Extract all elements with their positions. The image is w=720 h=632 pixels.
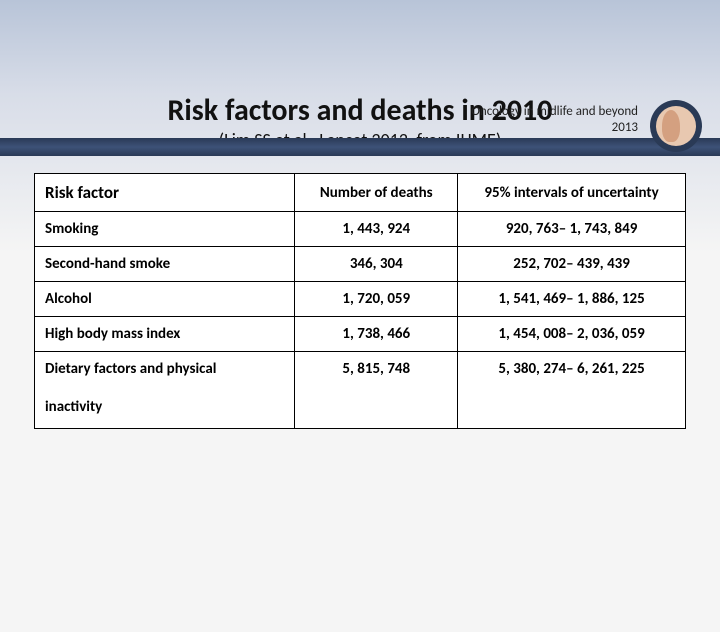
table-header-row: Risk factor Number of deaths 95% interva…: [35, 174, 686, 212]
col-ci: 95% intervals of uncertainty: [458, 174, 686, 212]
cell-rf: Dietary factors and physical: [35, 352, 295, 387]
cell-deaths: 346, 304: [295, 247, 458, 282]
cell-rf: Alcohol: [35, 282, 295, 317]
risk-table: Risk factor Number of deaths 95% interva…: [34, 173, 686, 429]
table-row: High body mass index 1, 738, 466 1, 454,…: [35, 317, 686, 352]
logo-icon: [650, 100, 702, 152]
cell-deaths: 1, 720, 059: [295, 282, 458, 317]
table-row-cont: inactivity: [35, 386, 686, 429]
cell-ci: 1, 541, 469– 1, 886, 125: [458, 282, 686, 317]
cell-deaths: 1, 738, 466: [295, 317, 458, 352]
risk-table-container: Risk factor Number of deaths 95% interva…: [34, 173, 686, 429]
col-risk-factor: Risk factor: [35, 174, 295, 212]
cell-rf: Smoking: [35, 212, 295, 247]
cell-ci: 920, 763– 1, 743, 849: [458, 212, 686, 247]
header-band: [0, 138, 720, 156]
cell-rf: Second-hand smoke: [35, 247, 295, 282]
cell-empty: [458, 386, 686, 429]
cell-empty: [295, 386, 458, 429]
table-row: Smoking 1, 443, 924 920, 763– 1, 743, 84…: [35, 212, 686, 247]
header-line1: Oncology in midlife and beyond: [471, 104, 638, 120]
cell-deaths: 1, 443, 924: [295, 212, 458, 247]
cell-ci: 252, 702– 439, 439: [458, 247, 686, 282]
col-deaths: Number of deaths: [295, 174, 458, 212]
table-row: Second-hand smoke 346, 304 252, 702– 439…: [35, 247, 686, 282]
header-line2: 2013: [471, 120, 638, 136]
cell-ci: 5, 380, 274– 6, 261, 225: [458, 352, 686, 387]
cell-deaths: 5, 815, 748: [295, 352, 458, 387]
cell-rf: High body mass index: [35, 317, 295, 352]
cell-rf-cont: inactivity: [35, 386, 295, 429]
cell-ci: 1, 454, 008– 2, 036, 059: [458, 317, 686, 352]
table-row: Alcohol 1, 720, 059 1, 541, 469– 1, 886,…: [35, 282, 686, 317]
header-text: Oncology in midlife and beyond 2013: [471, 104, 638, 135]
table-row: Dietary factors and physical 5, 815, 748…: [35, 352, 686, 387]
